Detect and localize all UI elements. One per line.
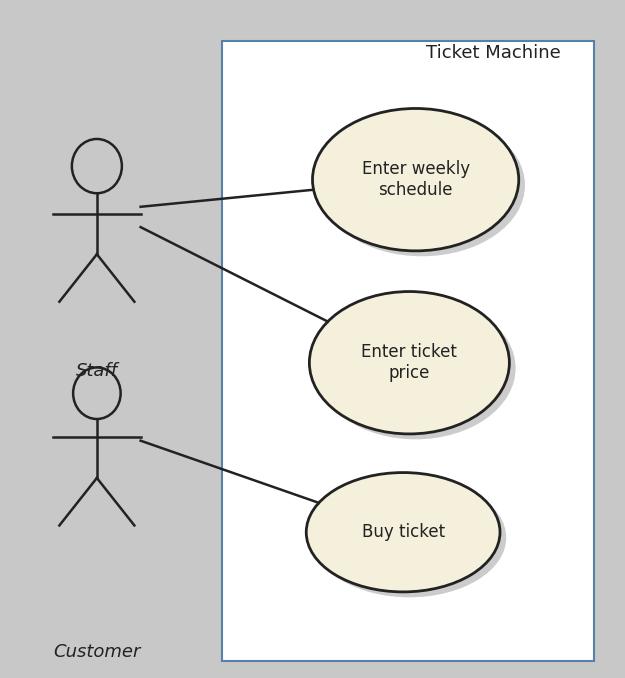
Text: Staff: Staff (76, 361, 118, 380)
Ellipse shape (309, 292, 509, 434)
Text: Ticket Machine: Ticket Machine (426, 44, 561, 62)
Ellipse shape (316, 297, 516, 439)
Ellipse shape (319, 114, 525, 256)
Ellipse shape (312, 108, 519, 251)
Text: Buy ticket: Buy ticket (361, 523, 445, 541)
Ellipse shape (312, 478, 506, 597)
Text: Enter ticket
price: Enter ticket price (361, 343, 458, 382)
Text: Customer: Customer (53, 643, 141, 661)
FancyBboxPatch shape (222, 41, 594, 661)
Ellipse shape (306, 473, 500, 592)
Text: Enter weekly
schedule: Enter weekly schedule (361, 160, 470, 199)
